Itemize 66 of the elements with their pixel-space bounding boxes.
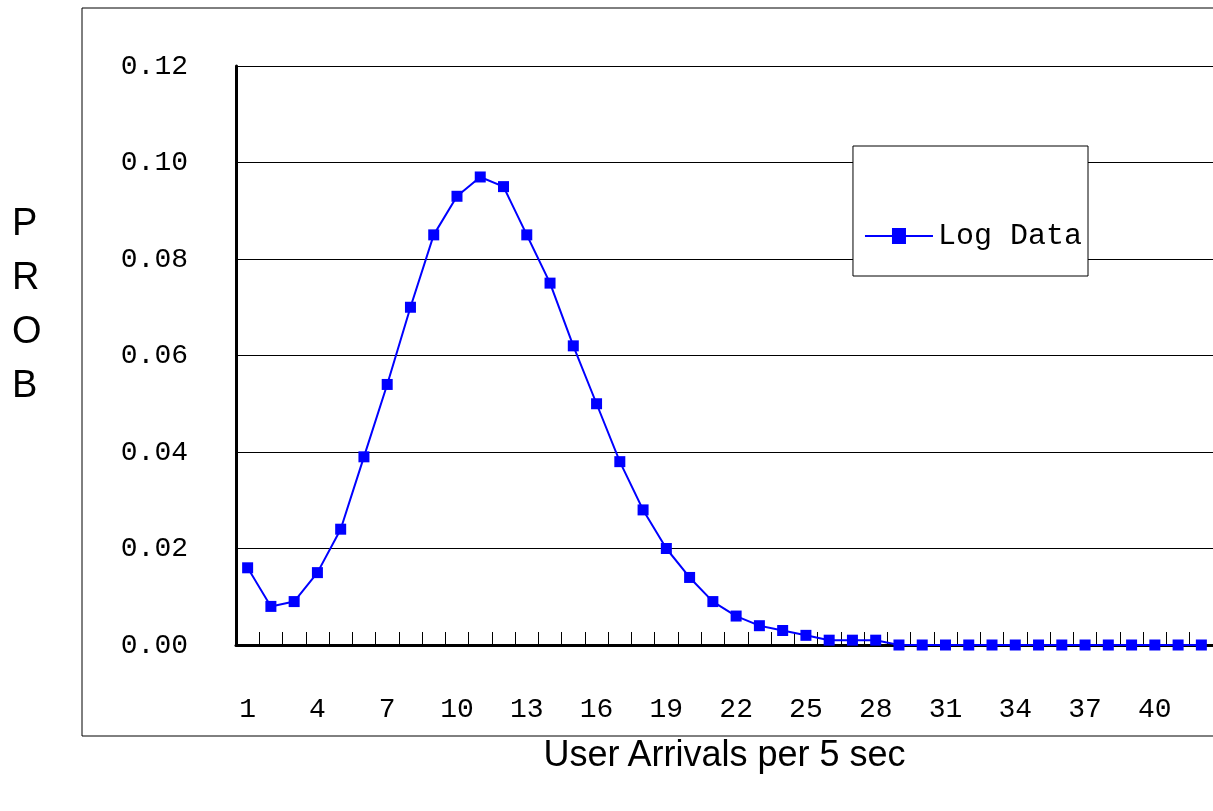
point bbox=[660, 543, 672, 554]
point bbox=[893, 639, 905, 651]
point bbox=[614, 456, 626, 468]
x-tick-label: 22 bbox=[719, 693, 753, 725]
point bbox=[1126, 639, 1138, 651]
point bbox=[311, 567, 323, 579]
point bbox=[335, 523, 347, 535]
legend-label: Log Data bbox=[937, 219, 1083, 253]
point bbox=[800, 629, 812, 641]
x-tick-label: 10 bbox=[440, 693, 474, 725]
point bbox=[823, 634, 835, 646]
x-tick-label: 1 bbox=[239, 693, 257, 725]
point bbox=[474, 171, 486, 183]
point bbox=[1195, 639, 1207, 651]
point bbox=[567, 340, 579, 352]
x-tick-label: 28 bbox=[858, 693, 893, 725]
y-tick-label: 0.02 bbox=[120, 533, 188, 564]
y-tick-label: 0.00 bbox=[120, 629, 188, 661]
point bbox=[1172, 639, 1184, 651]
point bbox=[707, 596, 719, 608]
x-tick-label: 31 bbox=[928, 693, 963, 725]
point bbox=[916, 639, 928, 651]
y-axis-title: PROB bbox=[12, 201, 42, 405]
point bbox=[242, 562, 254, 574]
y-tick-label: 0.04 bbox=[120, 436, 188, 468]
point bbox=[1056, 639, 1068, 651]
point bbox=[1033, 639, 1045, 651]
x-tick-label: 19 bbox=[649, 693, 684, 725]
point bbox=[1079, 639, 1091, 651]
point bbox=[1102, 639, 1114, 651]
x-tick-label: 34 bbox=[998, 693, 1033, 725]
point bbox=[1009, 639, 1021, 651]
point bbox=[451, 190, 463, 202]
point bbox=[498, 181, 510, 193]
point bbox=[521, 229, 533, 241]
point bbox=[986, 639, 998, 651]
point bbox=[358, 451, 370, 463]
point bbox=[404, 301, 416, 313]
point bbox=[730, 610, 742, 622]
point bbox=[381, 378, 393, 390]
y-tick-label: 0.10 bbox=[120, 147, 188, 178]
y-tick-label: 0.08 bbox=[120, 243, 188, 275]
x-tick-label: 13 bbox=[509, 693, 544, 725]
point bbox=[846, 634, 858, 646]
x-axis-title: User Arrivals per 5 sec bbox=[543, 732, 906, 774]
point bbox=[428, 229, 440, 241]
y-tick-label: 0.06 bbox=[120, 340, 188, 371]
x-tick-label: 37 bbox=[1068, 693, 1102, 725]
point bbox=[591, 398, 603, 410]
point bbox=[684, 571, 696, 583]
point bbox=[544, 277, 556, 289]
point bbox=[939, 639, 951, 651]
x-tick-label: 40 bbox=[1138, 693, 1172, 725]
y-tick-label: 0.12 bbox=[120, 50, 188, 82]
point bbox=[1149, 639, 1161, 651]
point bbox=[753, 620, 765, 632]
point bbox=[637, 504, 649, 516]
x-tick-label: 25 bbox=[789, 693, 823, 725]
point bbox=[870, 634, 882, 646]
point bbox=[288, 596, 300, 608]
point bbox=[963, 639, 975, 651]
point bbox=[265, 600, 277, 612]
point bbox=[777, 625, 789, 637]
x-tick-label: 4 bbox=[309, 693, 326, 725]
x-tick-label: 7 bbox=[378, 693, 396, 725]
x-tick-label: 16 bbox=[579, 693, 614, 725]
